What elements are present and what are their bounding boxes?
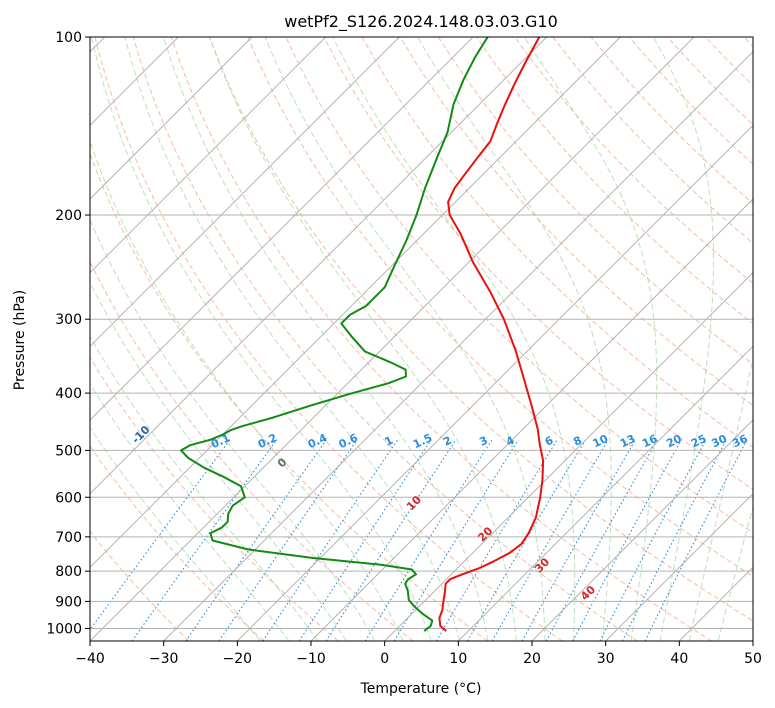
x-tick-label: 30	[597, 651, 615, 667]
isotherm-line	[90, 37, 253, 200]
mixing-ratio-line	[298, 439, 432, 641]
x-tick-label: 0	[380, 651, 389, 667]
isotherm-line	[236, 124, 753, 641]
mixing-ratio-label: 16	[640, 432, 660, 450]
mixing-ratio-label: 13	[618, 432, 637, 450]
y-tick-label: 300	[55, 312, 82, 328]
y-tick-label: 400	[55, 386, 82, 402]
y-tick-label: 900	[55, 594, 82, 610]
x-tick-label: −10	[296, 651, 326, 667]
y-tick-label: 200	[55, 208, 82, 224]
dry-adiabat-line	[90, 530, 190, 641]
grid-layer	[90, 37, 753, 641]
dry-adiabat-line	[437, 37, 753, 365]
y-tick-label: 1000	[46, 621, 82, 637]
mixing-ratio-line	[218, 439, 358, 641]
moist-adiabat-line	[90, 218, 376, 641]
dry-adiabat-line	[247, 37, 753, 577]
isotherm-line	[90, 37, 400, 348]
x-tick-label: 40	[670, 651, 688, 667]
moist-adiabat-line	[90, 335, 319, 641]
dewpoint-line	[180, 37, 489, 632]
chart-title: wetPf2_S126.2024.148.03.03.G10	[284, 12, 558, 32]
x-axis-title: Temperature (°C)	[360, 681, 482, 697]
x-tick-label: −30	[149, 651, 179, 667]
x-tick-label: 50	[744, 651, 762, 667]
isotherm-line	[90, 37, 474, 421]
y-tick-label: 100	[55, 30, 82, 46]
moist-adiabat-line	[652, 37, 715, 641]
isotherm-line	[90, 37, 327, 274]
y-tick-label: 700	[55, 530, 82, 546]
profile-lines	[180, 37, 545, 632]
y-tick-label: 800	[55, 564, 82, 580]
moist-adiabat-line	[332, 37, 576, 641]
dry-adiabat-line	[323, 37, 753, 491]
isotherm-line	[310, 198, 753, 641]
mixing-ratio-line	[185, 439, 327, 641]
mixing-ratio-line	[90, 439, 231, 631]
y-tick-label: 600	[55, 490, 82, 506]
mixing-ratio-label: 10	[591, 432, 611, 450]
y-axis-title: Pressure (hPa)	[12, 290, 28, 390]
dry-adiabat-line	[209, 37, 753, 622]
dry-adiabat-line	[399, 37, 753, 407]
mixing-ratio-label: 36	[730, 432, 750, 450]
isotherm-line	[163, 50, 753, 641]
x-tick-label: −40	[75, 651, 105, 667]
isotherm-line	[90, 37, 621, 569]
mixing-ratio-line	[435, 439, 558, 641]
dry-adiabat-line	[94, 37, 563, 641]
moist-adiabat-line	[163, 37, 489, 641]
mixing-ratio-line	[545, 439, 658, 641]
dry-adiabat-line	[90, 152, 488, 641]
mixing-ratio-line	[325, 439, 457, 641]
moist-adiabat-line	[124, 37, 461, 641]
mixing-ratio-line	[521, 439, 636, 641]
mixing-ratio-line	[644, 439, 748, 641]
isotherm-line	[384, 271, 753, 641]
axis-ticks: −40 −30 −20 −10 0 10 20 30 40 50 100 200 300 400 500 60…	[46, 30, 762, 667]
mixing-ratio-label: 30	[710, 432, 730, 450]
moist-adiabat-line	[523, 37, 658, 641]
moist-adiabat-line	[90, 139, 404, 641]
mixing-ratio-line	[364, 439, 493, 641]
moist-adiabat-line	[417, 37, 612, 641]
plot-frame	[89, 36, 754, 642]
x-tick-label: −20	[223, 651, 253, 667]
x-tick-label: 10	[449, 651, 467, 667]
isotherm-line	[531, 419, 753, 641]
mixing-ratio-line	[262, 439, 399, 641]
dry-adiabat-line	[170, 37, 712, 641]
dry-adiabat-line	[132, 37, 638, 641]
dry-adiabat-line	[90, 445, 264, 641]
moist-adiabat-line	[90, 426, 261, 641]
dry-adiabat-line	[514, 37, 753, 284]
mixing-ratio-line	[467, 439, 586, 641]
mixing-ratio-label: 20	[664, 432, 684, 450]
moist-adiabat-line	[688, 355, 753, 641]
moist-adiabat-line	[90, 383, 290, 641]
mixing-ratio-label: 25	[689, 432, 708, 450]
moist-adiabat-line	[91, 37, 432, 641]
moist-adiabat-line	[264, 37, 546, 641]
isotherm-line	[90, 37, 695, 641]
moist-adiabat-line	[209, 37, 517, 641]
moist-adiabat-line	[90, 281, 347, 641]
temperature-line	[438, 37, 545, 632]
x-tick-label: 20	[523, 651, 541, 667]
isotherm-line	[605, 492, 753, 641]
mixing-ratio-line	[491, 439, 609, 641]
dry-adiabat-line	[90, 356, 339, 641]
y-tick-label: 500	[55, 443, 82, 459]
isotherm-line	[457, 345, 753, 641]
